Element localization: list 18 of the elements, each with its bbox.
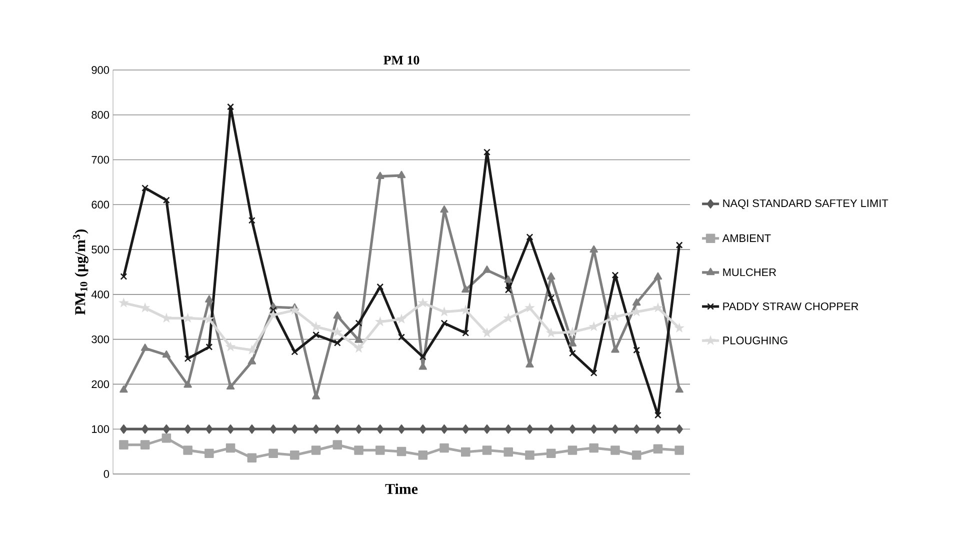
y-tick-label: 600: [92, 200, 110, 209]
legend-label: NAQI STANDARD SAFTEY LIMIT: [723, 199, 888, 210]
y-tick-label: 100: [92, 425, 110, 433]
y-tick-label: 0: [104, 470, 110, 478]
y-tick-label: 300: [92, 335, 110, 344]
y-axis-title: PM$_{10}$ (µg/m$^{3}$): [72, 230, 88, 315]
legend-label: PLOUGHING: [723, 336, 788, 344]
y-tick-label: 700: [92, 156, 110, 164]
legend-label: PADDY STRAW CHOPPER: [723, 302, 858, 310]
x-axis-title: Time: [385, 484, 418, 494]
legend-label: MULCHER: [723, 268, 776, 276]
y-tick-label: 800: [92, 111, 110, 119]
chart-title: PM 10: [384, 56, 420, 64]
y-tick-label: 900: [92, 66, 110, 74]
y-tick-label: 200: [92, 380, 110, 388]
y-tick-label: 400: [91, 290, 110, 298]
legend-label: AMBIENT: [722, 234, 771, 242]
y-tick-label: 500: [92, 246, 110, 254]
